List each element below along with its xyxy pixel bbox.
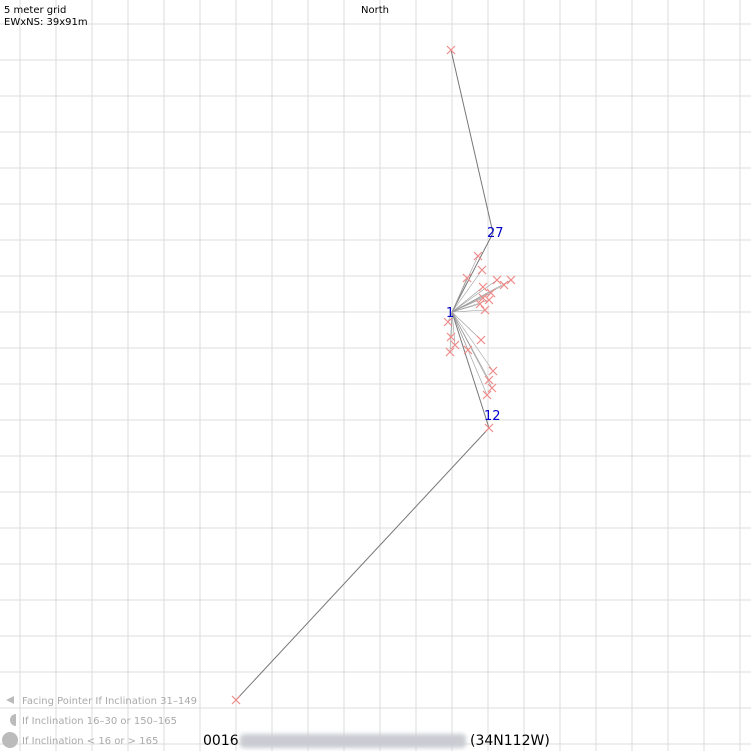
x-mark [478,282,488,292]
x-mark [446,45,456,55]
splay [451,311,493,389]
grid-scale: 5 meter grid [4,5,66,16]
splay [451,311,494,372]
x-mark [486,288,496,298]
splay [451,311,456,346]
splay [451,277,468,313]
legend-icon [4,714,16,726]
survey-location: (34N112W) [470,733,550,749]
legend-text: Facing Pointer If Inclination 31–149 [22,696,197,707]
x-mark [484,423,494,433]
extent: EWxNS: 39x91m [4,17,88,28]
survey-leg [235,49,494,701]
x-mark [477,265,487,275]
legend-icon [6,696,14,704]
splay [451,311,482,341]
x-mark [475,299,485,309]
legend-icon [2,732,18,748]
x-mark [492,275,502,285]
splay [447,311,453,323]
x-mark [473,251,483,261]
station-label: 12 [484,409,501,424]
survey-number: 0016 [203,733,239,749]
x-mark [484,295,494,305]
x-mark [487,383,497,393]
x-mark [231,695,241,705]
x-mark [476,335,486,345]
redacted-name [240,734,466,748]
x-mark [482,390,492,400]
splay [451,286,484,313]
x-mark [499,280,509,290]
splay [451,311,488,396]
splay [451,309,486,313]
x-mark [463,345,473,355]
x-mark [506,275,516,285]
splay [451,297,484,313]
legend: Facing Pointer If Inclination 31–149 If … [2,696,197,748]
station-label: 27 [487,226,504,241]
north-label: North [361,5,389,16]
station-label: 1 [446,306,454,321]
legend-text: If Inclination < 16 or > 165 [22,736,158,747]
x-mark [480,305,490,315]
x-mark [445,347,455,357]
splay [451,269,483,313]
x-mark [450,340,460,350]
splay [451,279,498,313]
x-mark [484,375,494,385]
x-mark [478,293,488,303]
station-marks [231,45,516,705]
survey-lines [235,49,512,701]
legend-text: If Inclination 16–30 or 150–165 [22,716,177,727]
x-mark [462,273,472,283]
x-mark [488,366,498,376]
x-mark [443,317,453,327]
x-mark [446,332,456,342]
